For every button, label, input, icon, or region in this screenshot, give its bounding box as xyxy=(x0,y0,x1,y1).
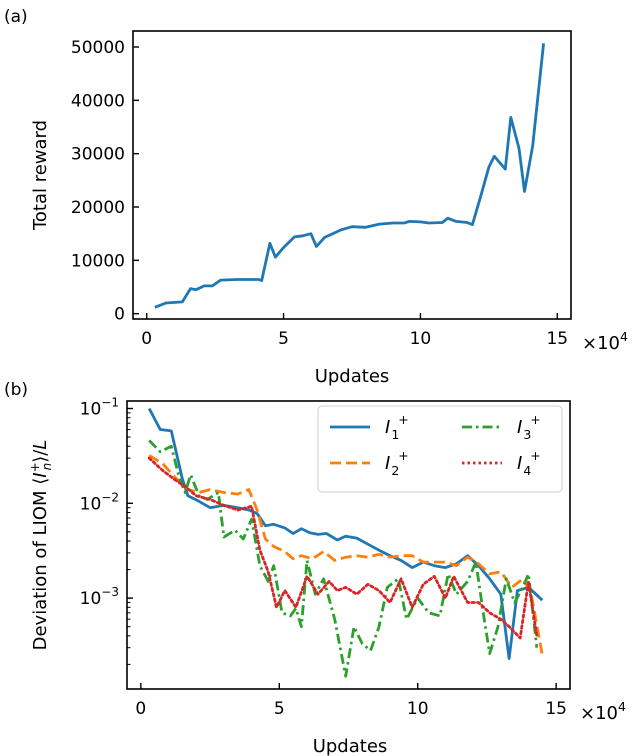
panel-b-y-axis-label: Deviation of LIOM ⟨I+n⟩/L xyxy=(28,440,54,651)
panel-b-x-multiplier: ×104 xyxy=(580,699,626,724)
y-label-sup: + xyxy=(28,462,42,472)
panel-b-x-tick-label: 5 xyxy=(274,699,285,719)
panel-a-x-ticks: 0 5 10 15 xyxy=(141,313,568,349)
legend-frame xyxy=(317,405,563,493)
panel-a-y-tick-label: 20000 xyxy=(71,198,125,218)
panel-a-y-axis-label: Total reward xyxy=(30,120,51,231)
panel-a-x-tick-label: 5 xyxy=(278,329,289,349)
panel-b-x-axis-label: Updates xyxy=(313,736,388,756)
panel-a-x-tick-label: 0 xyxy=(141,329,152,349)
panel-b-x-tick-label: 0 xyxy=(135,699,146,719)
panel-b-series-line-2 xyxy=(148,454,544,656)
legend-items: I1+ I2+ I3+ I4+ xyxy=(330,412,541,478)
panel-b-label: (b) xyxy=(4,380,28,400)
panel-a-x-tick-label: 15 xyxy=(546,329,568,349)
panel-b-x-ticks: 0 5 10 15 xyxy=(135,683,567,719)
panel-b: (b) 0 5 10 15 10−1 10−2 10−3 Updates Deviatio… xyxy=(4,380,626,756)
panel-a-y-ticks: 0 10000 20000 30000 40000 50000 xyxy=(71,38,139,325)
panel-b-series-line-4 xyxy=(147,456,539,640)
legend-label-2: I2+ xyxy=(385,448,409,478)
panel-b-y-tick-label: 10−3 xyxy=(80,585,119,609)
panel-b-series-line-3 xyxy=(148,439,539,678)
panel-b-x-multiplier-exponent: 4 xyxy=(618,699,626,714)
y-label-prefix: Deviation of LIOM ⟨ xyxy=(30,478,51,651)
y-label-suffix: ⟩/ xyxy=(30,449,51,463)
panel-a-label: (a) xyxy=(4,7,28,27)
panel-a-y-tick-label: 40000 xyxy=(71,91,125,111)
panel-b-y-tick-label: 10−2 xyxy=(80,490,119,514)
panel-b-y-ticks: 10−1 10−2 10−3 xyxy=(80,396,133,665)
panel-a-series-line-1 xyxy=(154,43,545,309)
panel-b-x-tick-label: 10 xyxy=(407,699,429,719)
panel-b-x-multiplier-base: ×10 xyxy=(580,703,618,724)
panel-b-series-group xyxy=(147,407,544,678)
panel-a-plot-frame xyxy=(132,30,572,320)
panel-b-x-tick-label: 15 xyxy=(545,699,567,719)
y-label-L: L xyxy=(30,440,51,450)
legend-label-3: I3+ xyxy=(517,412,541,442)
legend-label-4: I4+ xyxy=(517,448,541,478)
y-label-var: I xyxy=(30,472,51,477)
panel-a-series-group xyxy=(154,43,545,309)
panel-a-x-multiplier: ×104 xyxy=(582,329,628,354)
panel-a-x-multiplier-exponent: 4 xyxy=(620,329,628,344)
panel-a-x-tick-label: 10 xyxy=(410,329,432,349)
panel-b-y-tick-label: 10−1 xyxy=(80,396,119,420)
panel-a-y-tick-label: 0 xyxy=(114,305,125,325)
y-label-sub: n xyxy=(40,463,54,471)
panel-a-x-multiplier-base: ×10 xyxy=(582,333,620,354)
panel-b-legend: I1+ I2+ I3+ I4+ xyxy=(317,405,563,493)
panel-a-y-tick-label: 30000 xyxy=(71,145,125,165)
panel-a-y-tick-label: 10000 xyxy=(71,251,125,271)
panel-a-x-axis-label: Updates xyxy=(315,366,390,387)
legend-label-1: I1+ xyxy=(385,412,409,442)
panel-b-plot-frame xyxy=(126,400,571,690)
panel-a: (a) 0 5 10 15 0 10000 20000 30000 40000 50000 Up… xyxy=(4,7,628,387)
panel-a-y-tick-label: 50000 xyxy=(71,38,125,58)
